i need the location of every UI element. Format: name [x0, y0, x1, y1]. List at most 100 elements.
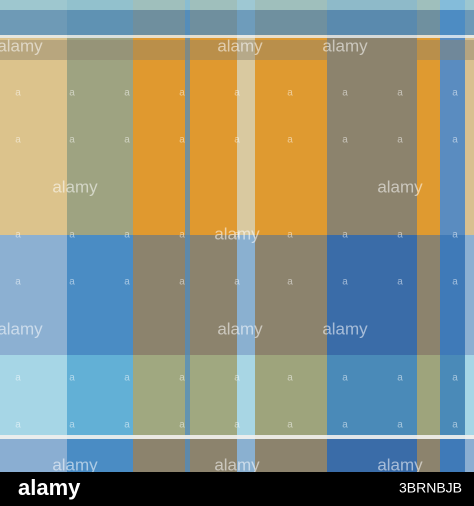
image-id: 3BRNBJB [399, 480, 462, 496]
watermark-mark: a [287, 420, 293, 431]
watermark-mark: a [342, 135, 348, 146]
plaid-cell [237, 235, 255, 355]
plaid-cell [67, 355, 133, 435]
watermark-mark: a [179, 277, 185, 288]
stripe [0, 0, 474, 10]
plaid-cell [255, 0, 327, 235]
plaid-cell [67, 0, 133, 235]
watermark-mark: a [234, 277, 240, 288]
watermark-mark: a [124, 88, 130, 99]
plaid-cell [440, 355, 465, 435]
stripe [0, 40, 474, 60]
watermark-mark: a [397, 373, 403, 384]
watermark-mark: a [397, 88, 403, 99]
plaid-cell [417, 0, 440, 235]
watermark: alamy [214, 455, 260, 474]
plaid-cell [255, 435, 327, 472]
watermark-mark: a [397, 420, 403, 431]
plaid-cell [327, 355, 417, 435]
stripe [0, 10, 474, 35]
plaid-cell [327, 435, 417, 472]
watermark-mark: a [397, 135, 403, 146]
stripe [0, 35, 474, 38]
watermark-mark: a [342, 373, 348, 384]
watermark: alamy [322, 36, 368, 55]
watermark-mark: a [69, 277, 75, 288]
watermark-mark: a [15, 88, 21, 99]
plaid-cell [440, 235, 465, 355]
plaid-cell [417, 235, 440, 355]
watermark-mark: a [15, 277, 21, 288]
watermark-mark: a [69, 88, 75, 99]
watermark-mark: a [179, 88, 185, 99]
plaid-pattern [0, 0, 474, 472]
watermark-mark: a [15, 373, 21, 384]
plaid-cell [417, 435, 440, 472]
watermark-mark: a [69, 230, 75, 241]
plaid-cell [67, 235, 133, 355]
watermark-mark: a [15, 230, 21, 241]
watermark-mark: a [234, 135, 240, 146]
watermark: alamy [377, 455, 423, 474]
plaid-cell [0, 235, 67, 355]
watermark-mark: a [342, 277, 348, 288]
watermark-mark: a [452, 373, 458, 384]
watermark: alamy [217, 319, 263, 338]
stripe [185, 0, 190, 472]
watermark-mark: a [179, 230, 185, 241]
watermark-mark: a [234, 420, 240, 431]
watermark-mark: a [342, 420, 348, 431]
watermark-mark: a [124, 373, 130, 384]
watermark: alamy [0, 36, 43, 55]
watermark-mark: a [15, 135, 21, 146]
plaid-cell [465, 0, 474, 235]
watermark-mark: a [179, 135, 185, 146]
plaid-cell [465, 235, 474, 355]
watermark-mark: a [287, 230, 293, 241]
watermark-mark: a [452, 277, 458, 288]
watermark-mark: a [342, 230, 348, 241]
watermark-mark: a [287, 277, 293, 288]
watermark-mark: a [397, 277, 403, 288]
watermark: alamy [217, 36, 263, 55]
plaid-cell [440, 0, 465, 235]
plaid-cell [67, 435, 133, 472]
watermark-mark: a [452, 230, 458, 241]
watermark-mark: a [69, 373, 75, 384]
plaid-cell [327, 0, 417, 235]
plaid-cell [327, 235, 417, 355]
watermark-mark: a [397, 230, 403, 241]
watermark-mark: a [234, 88, 240, 99]
watermark: alamy [52, 455, 98, 474]
watermark-mark: a [452, 135, 458, 146]
watermark-mark: a [342, 88, 348, 99]
watermark: alamy [377, 177, 423, 196]
plaid-cell [0, 435, 67, 472]
plaid-cell [0, 0, 67, 235]
plaid-cell [237, 355, 255, 435]
watermarks: a a a a a a a a a a a a a a a a a a a a a a a a a a a a a a a a a a a a a a a a… [0, 36, 458, 474]
watermark-mark: a [452, 88, 458, 99]
plaid-cell [417, 355, 440, 435]
watermark-mark: a [287, 373, 293, 384]
watermark-mark: a [179, 420, 185, 431]
plaid-cell [440, 435, 465, 472]
watermark-mark: a [287, 135, 293, 146]
watermark-mark: a [124, 420, 130, 431]
watermark-mark: a [452, 420, 458, 431]
plaid-cell [465, 435, 474, 472]
footer-bar [0, 472, 474, 506]
plaid-cell [237, 435, 255, 472]
watermark-mark: a [234, 230, 240, 241]
watermark-mark: a [234, 373, 240, 384]
plaid-cell [0, 355, 67, 435]
watermark-mark: a [124, 230, 130, 241]
plaid-cell [237, 0, 255, 235]
watermark: alamy [0, 319, 43, 338]
logo: alamy [18, 475, 81, 500]
watermark: alamy [322, 319, 368, 338]
plaid-cell [465, 355, 474, 435]
watermark-mark: a [15, 420, 21, 431]
watermark-mark: a [124, 135, 130, 146]
